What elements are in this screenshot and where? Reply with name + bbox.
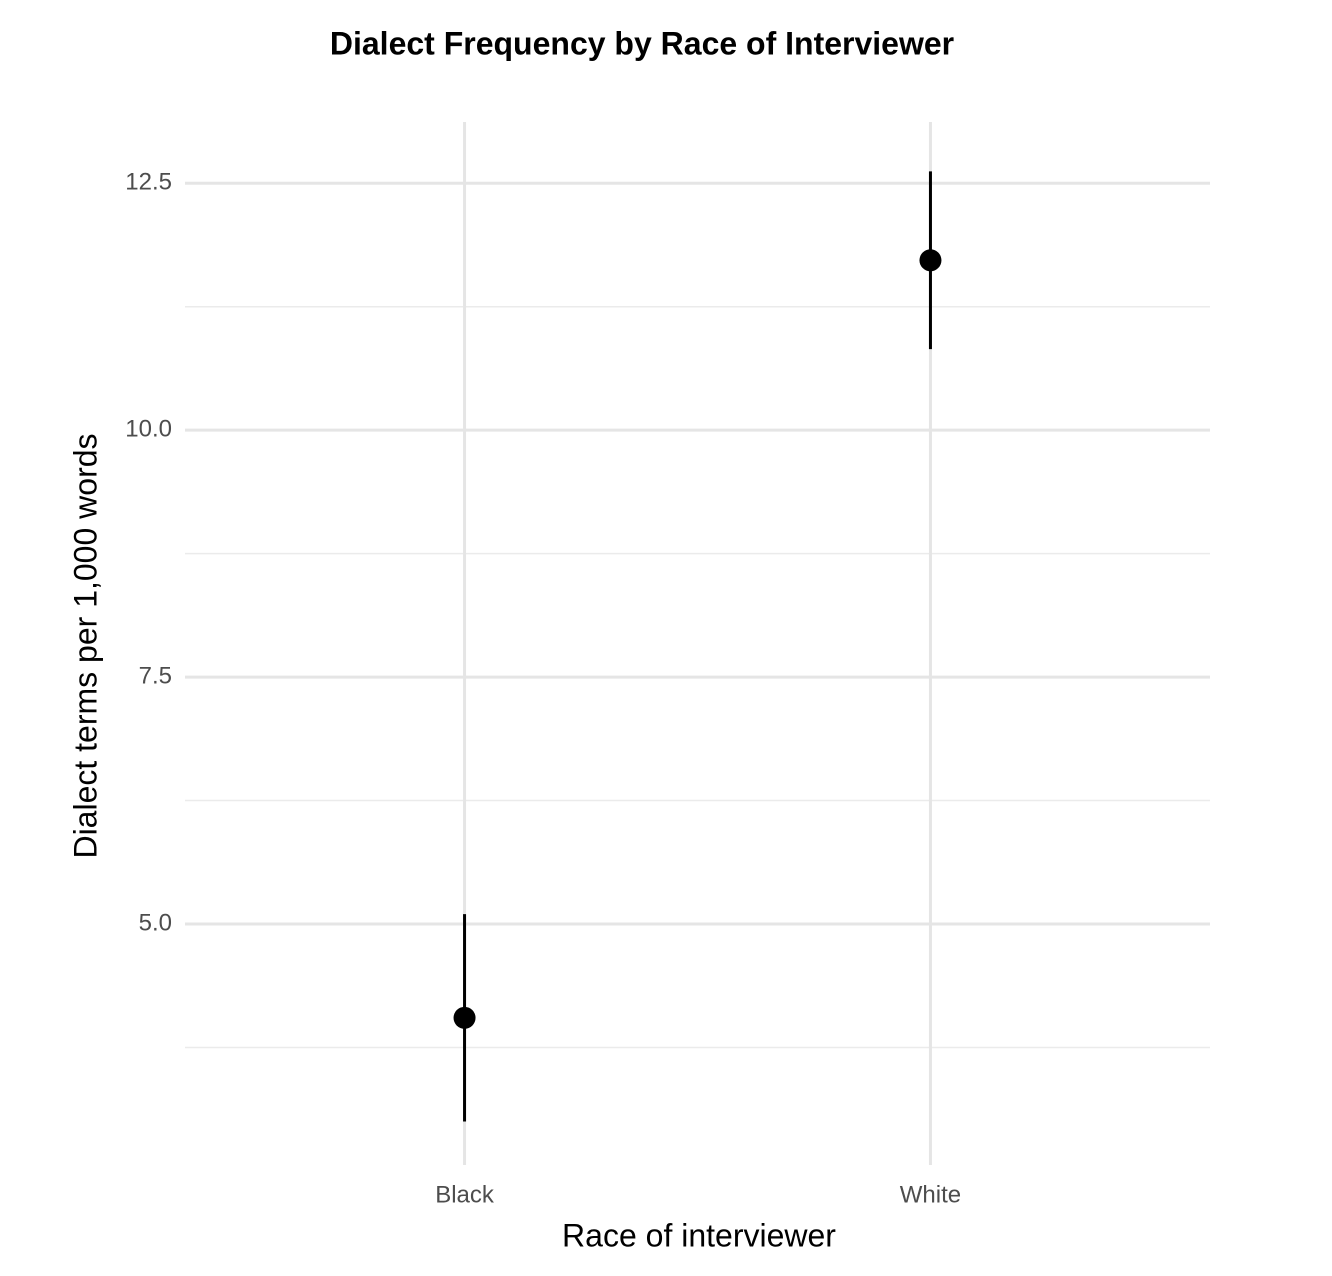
point	[919, 249, 942, 272]
x-tick-label: Black	[435, 1181, 495, 1208]
x-axis-title: Race of interviewer	[562, 1217, 836, 1253]
y-tick-label: 7.5	[139, 662, 172, 689]
y-tick-label: 10.0	[125, 416, 172, 443]
y-axis-title: Dialect terms per 1,000 words	[67, 433, 103, 858]
y-tick-label: 5.0	[139, 909, 172, 936]
x-tick-label: White	[900, 1181, 961, 1208]
point	[453, 1006, 476, 1029]
y-tick-label: 12.5	[125, 169, 172, 196]
chart-title: Dialect Frequency by Race of Interviewer	[330, 25, 954, 61]
